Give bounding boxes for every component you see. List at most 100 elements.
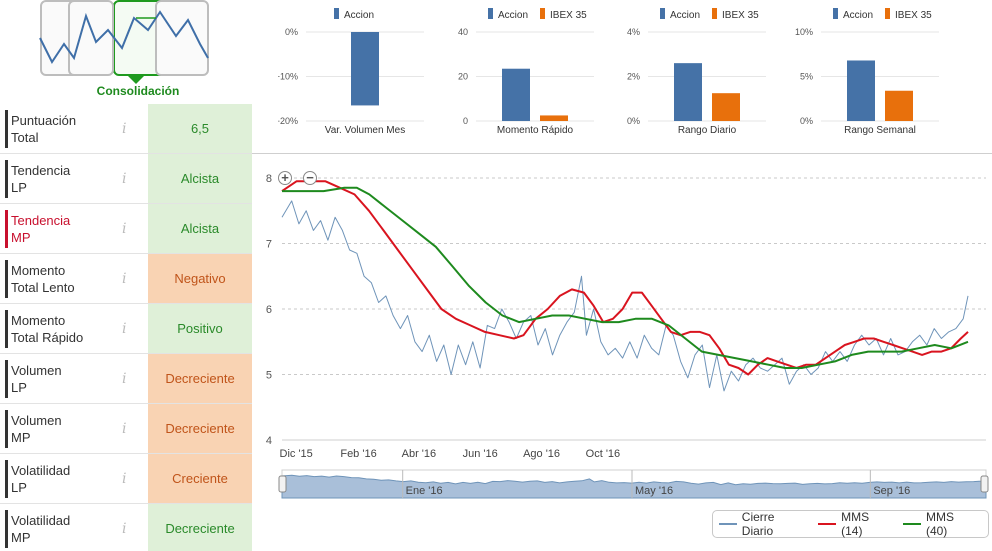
legend-label[interactable]: Accion <box>843 10 873 21</box>
series-mms40[interactable] <box>282 186 969 369</box>
indicator-row[interactable]: Momento Total Rápido i Positivo <box>0 304 252 354</box>
indicator-row[interactable]: Volumen LP i Decreciente <box>0 354 252 404</box>
indicator-value: Alcista <box>148 204 252 253</box>
navigator-tick-label: Sep '16 <box>873 485 910 497</box>
series-mms14[interactable] <box>281 180 969 376</box>
x-tick-label: Feb '16 <box>340 448 376 460</box>
legend-line-icon <box>903 523 921 525</box>
zoom-out-icon[interactable]: − <box>303 171 317 185</box>
indicator-marker <box>5 260 8 298</box>
info-icon[interactable]: i <box>122 121 127 137</box>
legend-label[interactable]: IBEX 35 <box>895 10 932 21</box>
info-icon[interactable]: i <box>122 471 127 487</box>
mini-bar-chart: Accion IBEX 35 4% 2% 0% Rango Diario <box>620 0 780 140</box>
bar-accion[interactable] <box>502 68 530 121</box>
indicator-value: Decreciente <box>148 354 252 403</box>
legend-swatch-icon <box>488 8 493 19</box>
indicator-value: Negativo <box>148 254 252 303</box>
bar-ibex[interactable] <box>885 90 913 121</box>
x-tick-label: Jun '16 <box>463 448 498 460</box>
y-tick-label: 0% <box>285 27 298 37</box>
indicator-marker <box>5 360 8 398</box>
mini-bar-chart: Accion IBEX 35 10% 5% 0% Rango Semanal <box>793 0 953 140</box>
bar-accion[interactable] <box>674 63 702 121</box>
y-tick-label: 10% <box>795 27 813 37</box>
indicator-row[interactable]: Tendencia LP i Alcista <box>0 154 252 204</box>
legend-label[interactable]: Accion <box>498 10 528 21</box>
mini-bar-chart: Accion IBEX 35 40 20 0 Momento Rápido <box>448 0 608 140</box>
info-icon[interactable]: i <box>122 521 127 537</box>
zoom-in-icon[interactable]: + <box>278 171 292 185</box>
mini-bar-chart-svg: Accion 0% −10% −20% Var. Volumen Mes <box>275 8 424 136</box>
series-cierre-diario[interactable] <box>281 200 969 392</box>
info-icon[interactable]: i <box>122 171 127 187</box>
info-icon[interactable]: i <box>122 321 127 337</box>
info-icon[interactable]: i <box>122 221 127 237</box>
legend-label: Cierre Diario <box>741 510 775 538</box>
mini-chart-title: Rango Diario <box>678 125 737 136</box>
bar-accion[interactable] <box>351 32 379 106</box>
pattern-selector: Consolidación <box>0 0 252 102</box>
indicator-value: Positivo <box>148 304 252 353</box>
indicator-marker <box>5 410 8 448</box>
y-tick-label: 6 <box>266 304 272 316</box>
legend-item-mms14[interactable]: MMS (14) <box>818 510 893 538</box>
legend-label[interactable]: IBEX 35 <box>550 10 587 21</box>
legend-swatch-icon <box>540 8 545 19</box>
info-icon[interactable]: i <box>122 271 127 287</box>
y-tick-label: 8 <box>266 173 272 185</box>
indicator-row[interactable]: Volumen MP i Decreciente <box>0 404 252 454</box>
price-chart[interactable]: 8 7 6 5 4 Dic '15 Feb '16 Abr '16 Jun '16 Ago '16… <box>252 154 992 551</box>
info-icon[interactable]: i <box>122 421 127 437</box>
y-tick-label: 7 <box>266 239 272 251</box>
indicator-marker <box>5 310 8 348</box>
navigator-right-handle[interactable] <box>980 475 989 493</box>
bar-ibex[interactable] <box>540 115 568 121</box>
legend-swatch-icon <box>833 8 838 19</box>
divider <box>252 153 992 154</box>
legend-swatch-icon <box>885 8 890 19</box>
chart-legend: Cierre Diario MMS (14) MMS (40) <box>712 510 989 538</box>
indicator-row[interactable]: Momento Total Lento i Negativo <box>0 254 252 304</box>
x-tick-label: Dic '15 <box>280 448 313 460</box>
bar-ibex[interactable] <box>712 93 740 121</box>
legend-label[interactable]: Accion <box>670 10 700 21</box>
y-tick-label: 4% <box>627 27 640 37</box>
y-tick-label: 2% <box>627 72 640 82</box>
indicator-value: Creciente <box>148 454 252 503</box>
indicator-row[interactable]: Volatilidad LP i Creciente <box>0 454 252 504</box>
indicator-label: Momento Total Lento <box>11 263 75 295</box>
indicator-marker <box>5 110 8 148</box>
y-tick-label: −10% <box>278 72 298 82</box>
mini-chart-title: Momento Rápido <box>497 125 574 136</box>
info-icon[interactable]: i <box>122 371 127 387</box>
indicator-label: Volatilidad MP <box>11 513 71 545</box>
legend-swatch-icon <box>660 8 665 19</box>
indicator-label: Volumen LP <box>11 363 62 395</box>
mini-bar-chart-svg: Accion IBEX 35 4% 2% 0% Rango Diario <box>627 8 766 136</box>
navigator-tick-label: Ene '16 <box>406 485 443 497</box>
navigator-left-handle[interactable] <box>278 475 287 493</box>
y-tick-label: 5 <box>266 370 272 382</box>
y-tick-label: 40 <box>458 27 468 37</box>
legend-label[interactable]: IBEX 35 <box>722 10 759 21</box>
indicator-value: Decreciente <box>148 404 252 453</box>
indicator-marker <box>5 160 8 198</box>
pattern-thumbnail[interactable] <box>155 0 209 76</box>
legend-label: MMS (40) <box>925 510 954 538</box>
indicator-label: Puntuación Total <box>11 113 77 145</box>
legend-swatch-icon <box>334 8 339 19</box>
y-tick-label: 20 <box>458 72 468 82</box>
indicator-row[interactable]: Volatilidad MP i Decreciente <box>0 504 252 551</box>
legend-item-cierre[interactable]: Cierre Diario <box>719 510 808 538</box>
y-tick-label: 0% <box>800 116 813 126</box>
mini-bar-chart-svg: Accion IBEX 35 10% 5% 0% Rango Semanal <box>795 8 939 136</box>
indicator-row[interactable]: Tendencia MP i Alcista <box>0 204 252 254</box>
bar-accion[interactable] <box>847 60 875 121</box>
mini-chart-title: Var. Volumen Mes <box>325 125 405 136</box>
legend-item-mms40[interactable]: MMS (40) <box>903 510 978 538</box>
y-tick-label: 4 <box>266 435 272 447</box>
indicator-row[interactable]: Puntuación Total i 6,5 <box>0 104 252 154</box>
y-tick-label: 0 <box>463 116 468 126</box>
legend-label[interactable]: Accion <box>344 10 374 21</box>
